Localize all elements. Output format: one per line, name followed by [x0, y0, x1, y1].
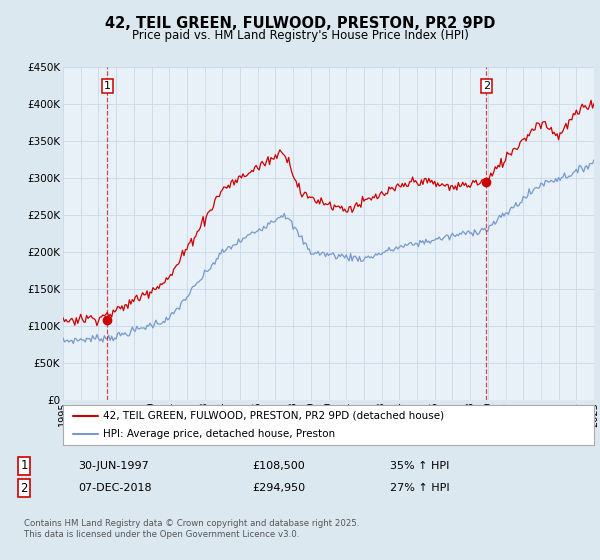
Text: 42, TEIL GREEN, FULWOOD, PRESTON, PR2 9PD (detached house): 42, TEIL GREEN, FULWOOD, PRESTON, PR2 9P… [103, 411, 444, 421]
Text: 1: 1 [104, 81, 111, 91]
Text: 27% ↑ HPI: 27% ↑ HPI [390, 483, 449, 493]
Text: HPI: Average price, detached house, Preston: HPI: Average price, detached house, Pres… [103, 430, 335, 439]
Text: 35% ↑ HPI: 35% ↑ HPI [390, 461, 449, 471]
Text: 30-JUN-1997: 30-JUN-1997 [78, 461, 149, 471]
Text: £108,500: £108,500 [252, 461, 305, 471]
Text: £294,950: £294,950 [252, 483, 305, 493]
Text: 2: 2 [483, 81, 490, 91]
Text: 07-DEC-2018: 07-DEC-2018 [78, 483, 152, 493]
Text: Price paid vs. HM Land Registry's House Price Index (HPI): Price paid vs. HM Land Registry's House … [131, 29, 469, 42]
Text: 42, TEIL GREEN, FULWOOD, PRESTON, PR2 9PD: 42, TEIL GREEN, FULWOOD, PRESTON, PR2 9P… [105, 16, 495, 31]
Text: 2: 2 [20, 482, 28, 495]
Text: Contains HM Land Registry data © Crown copyright and database right 2025.
This d: Contains HM Land Registry data © Crown c… [24, 520, 359, 539]
Text: 1: 1 [20, 459, 28, 473]
